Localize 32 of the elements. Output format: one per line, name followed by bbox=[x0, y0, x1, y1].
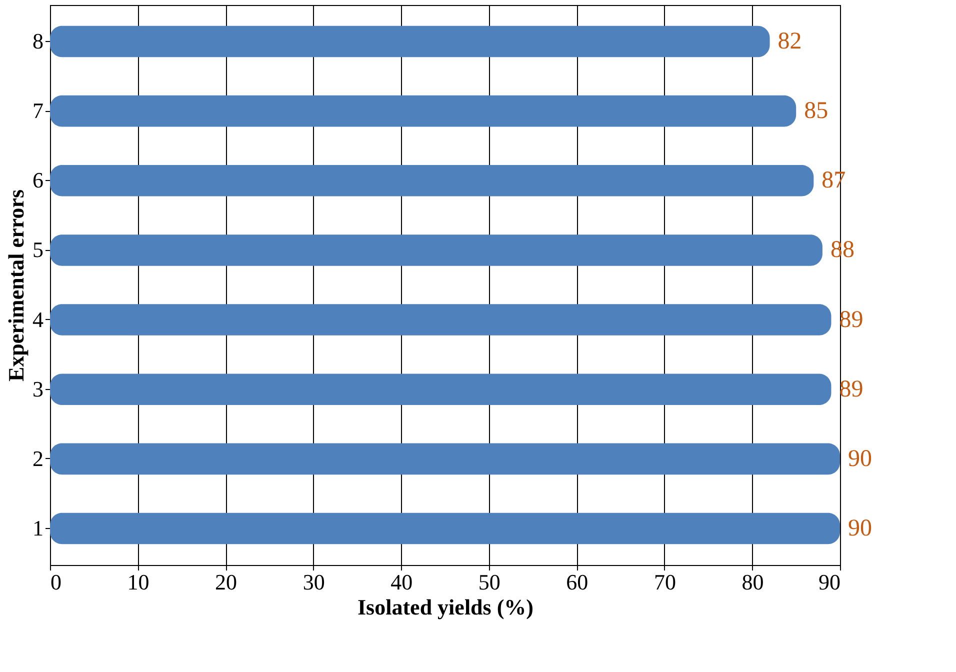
x-tick-label: 40 bbox=[390, 570, 413, 594]
data-label: 82 bbox=[778, 28, 802, 55]
x-tick-label: 60 bbox=[566, 570, 588, 594]
x-tick-label: 0 bbox=[50, 570, 62, 594]
y-axis-title: Experimental errors bbox=[4, 189, 28, 382]
y-tick-label: 2 bbox=[32, 446, 44, 471]
x-tick-label: 80 bbox=[742, 570, 764, 594]
bar bbox=[50, 95, 796, 127]
bar bbox=[50, 512, 840, 544]
bar bbox=[50, 443, 840, 475]
x-tick-label: 20 bbox=[215, 570, 238, 594]
x-tick-label: 50 bbox=[478, 570, 500, 594]
y-tick-label: 7 bbox=[32, 98, 44, 124]
data-label: 90 bbox=[848, 515, 872, 542]
x-axis-title: Isolated yields (%) bbox=[358, 594, 534, 620]
bar bbox=[50, 304, 832, 336]
y-tick-label: 4 bbox=[32, 306, 44, 332]
data-label: 85 bbox=[804, 98, 828, 124]
y-tick-label: 8 bbox=[32, 28, 44, 54]
y-tick-label: 6 bbox=[32, 168, 44, 193]
bar bbox=[50, 26, 770, 58]
y-tick-label: 3 bbox=[32, 376, 44, 402]
y-tick-label: 5 bbox=[32, 237, 44, 262]
x-tick-label: 70 bbox=[654, 570, 676, 594]
bar bbox=[50, 165, 814, 196]
bar bbox=[50, 234, 822, 266]
data-label: 90 bbox=[848, 446, 872, 472]
x-tick-label: 90 bbox=[818, 570, 840, 594]
x-tick-label: 10 bbox=[127, 570, 150, 594]
bar bbox=[50, 374, 832, 405]
y-tick-label: 1 bbox=[32, 515, 44, 540]
x-tick-label: 30 bbox=[302, 570, 325, 594]
